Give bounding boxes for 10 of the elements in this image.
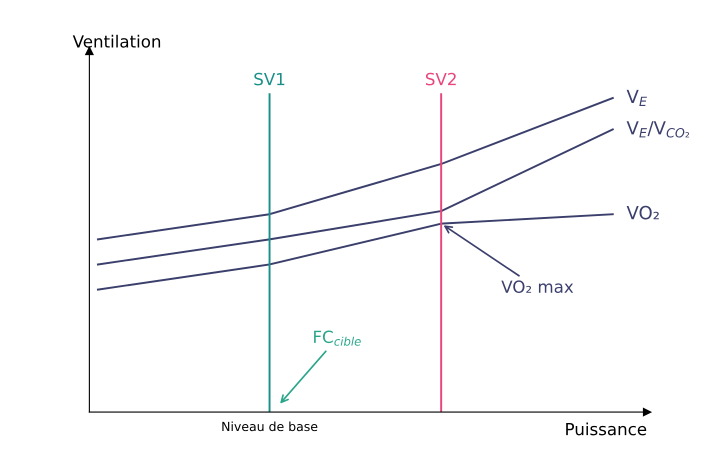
y-axis-title: Ventilation — [72, 34, 160, 48]
annotation: VO₂ max — [501, 280, 574, 293]
text: Niveau de base — [222, 421, 318, 432]
text: SV1 — [254, 72, 284, 86]
x-axis-title: Puissance — [566, 422, 646, 436]
series-label: V$_{E}$/V$_{CO₂}$ — [626, 121, 690, 138]
series-label: V$_{E}$ — [626, 90, 647, 106]
text: SV2 — [426, 72, 456, 86]
annotation: FC$_{cible}$ — [314, 330, 361, 346]
series-label: VO₂ — [626, 206, 659, 220]
